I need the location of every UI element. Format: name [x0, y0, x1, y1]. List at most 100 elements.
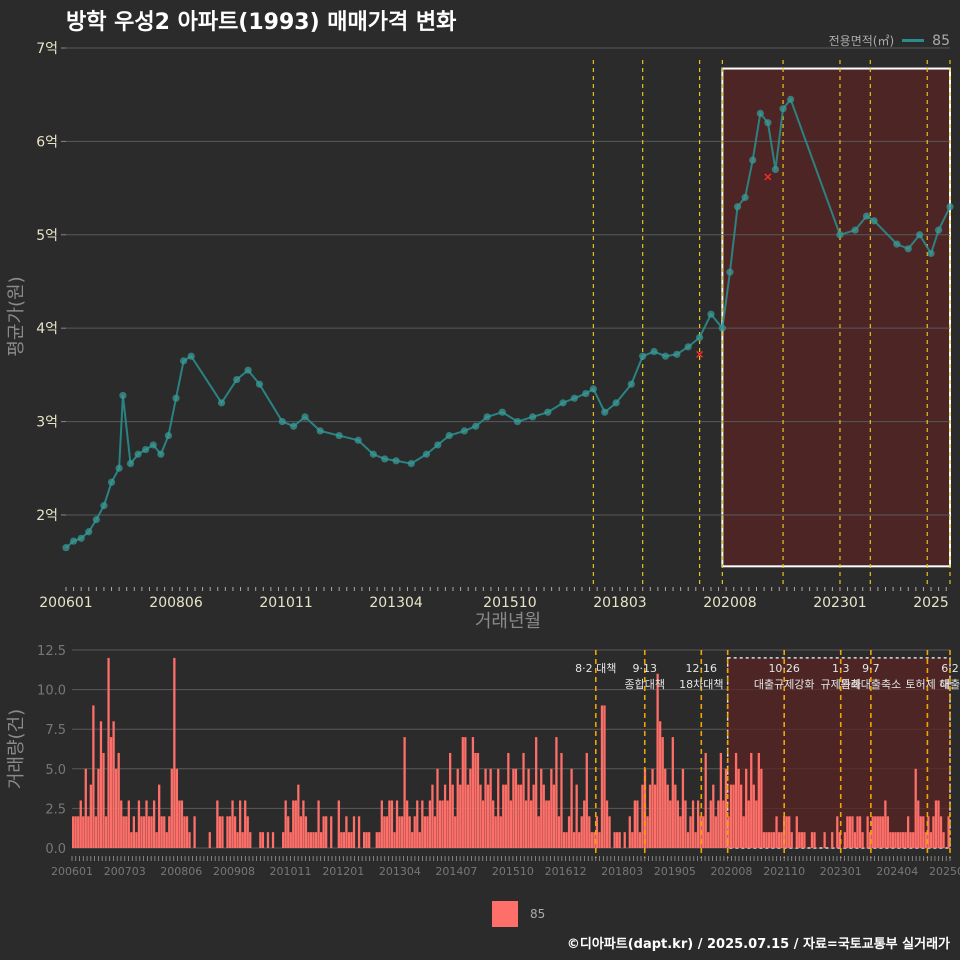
volume-bar: [922, 816, 925, 848]
volume-bar: [524, 800, 528, 848]
volume-bar: [464, 737, 467, 848]
volume-bar: [671, 737, 674, 848]
legend-bottom: 85: [492, 901, 545, 927]
volume-bar: [342, 832, 346, 848]
price-point: [733, 203, 742, 211]
volume-bar: [226, 816, 229, 848]
volume-bar: [147, 816, 151, 848]
volume-bar: [175, 768, 179, 848]
volume-bar: [512, 768, 515, 848]
volume-bar: [578, 832, 581, 848]
volume-bar: [616, 832, 619, 848]
volume-bar: [575, 784, 578, 848]
volume-bar: [238, 800, 242, 848]
volume-bar: [747, 800, 750, 848]
policy-annotation: 대출: [940, 678, 960, 691]
volume-bar: [689, 816, 692, 848]
price-point: [172, 394, 180, 402]
volume-bar: [142, 816, 146, 848]
volume-bar: [846, 816, 849, 848]
price-point: [684, 343, 692, 351]
volume-bar: [345, 816, 348, 848]
volume-bar: [266, 832, 270, 848]
volume-bar: [664, 768, 667, 848]
volume-bar: [433, 816, 437, 848]
volume-bar: [309, 832, 313, 848]
volume-bar: [109, 737, 113, 848]
volume-bar: [218, 816, 222, 848]
volume-bar: [934, 800, 938, 848]
volume-bar: [547, 800, 550, 848]
volume-bar: [233, 816, 237, 848]
volume-bar: [492, 800, 495, 848]
volume-bar: [244, 800, 247, 848]
volume-bar: [719, 752, 723, 848]
volume-bar: [790, 832, 793, 848]
price-point: [233, 375, 241, 384]
volume-bar: [79, 800, 82, 848]
volume-bar: [684, 800, 687, 848]
x-tick-label: 200703: [104, 865, 146, 878]
price-point: [764, 119, 772, 127]
volume-bar: [158, 784, 161, 848]
volume-bar: [724, 768, 728, 848]
volume-bar: [737, 768, 740, 848]
volume-bar: [884, 800, 887, 848]
volume-bar: [631, 832, 634, 848]
volume-bar: [517, 784, 520, 848]
price-point: [381, 455, 389, 463]
volume-bar: [605, 800, 609, 848]
policy-annotation: 종합대책: [625, 678, 665, 691]
policy-annotation: 특례대출축소: [840, 678, 901, 691]
volume-bar: [666, 784, 669, 848]
volume-bar: [745, 768, 748, 848]
price-point: [893, 240, 901, 248]
volume-bar: [641, 784, 644, 848]
volume-bar: [352, 816, 356, 848]
volume-bar: [924, 832, 927, 848]
volume-bar: [375, 832, 378, 848]
legend-bottom-value: 85: [530, 907, 546, 921]
price-point: [916, 231, 924, 239]
volume-bar: [183, 816, 186, 848]
y-tick-label: 0.0: [45, 842, 66, 857]
price-point: [650, 347, 658, 356]
price-point: [180, 357, 188, 365]
volume-bar: [831, 832, 834, 848]
volume-bar: [686, 832, 690, 848]
volume-bar: [474, 752, 477, 848]
volume-bar: [449, 752, 452, 848]
volume-bar: [851, 816, 854, 848]
volume-bar: [585, 752, 588, 848]
volume-bar: [122, 816, 125, 848]
volume-bar: [112, 721, 115, 848]
volume-bar: [550, 768, 553, 848]
volume-bar: [608, 816, 611, 848]
price-point: [62, 544, 70, 552]
volume-bar: [717, 800, 720, 848]
volume-bar: [836, 816, 839, 848]
price-point: [392, 457, 400, 465]
volume-bar: [340, 832, 343, 848]
volume-bar: [77, 816, 80, 848]
volume-bar: [304, 816, 308, 848]
volume-bar: [643, 768, 647, 848]
volume-bar: [155, 832, 158, 848]
volume-bar: [633, 800, 636, 848]
y-axis-title: 거래량(건): [6, 709, 27, 789]
price-point: [434, 441, 442, 449]
volume-bar: [137, 800, 141, 848]
volume-bar: [398, 816, 401, 848]
volume-bar: [927, 816, 930, 848]
volume-bar: [788, 816, 791, 848]
volume-bar: [823, 832, 826, 848]
price-point: [756, 109, 764, 117]
price-point: [157, 450, 165, 458]
chart-title: 방학 우성2 아파트(1993) 매매가격 변화: [66, 10, 457, 35]
price-point: [422, 450, 431, 458]
volume-bar: [762, 832, 766, 848]
volume-bar: [246, 816, 249, 848]
policy-annotation: 규제완화: [820, 678, 860, 691]
x-axis-title: 거래년월: [475, 611, 541, 632]
volume-bar: [284, 800, 287, 848]
